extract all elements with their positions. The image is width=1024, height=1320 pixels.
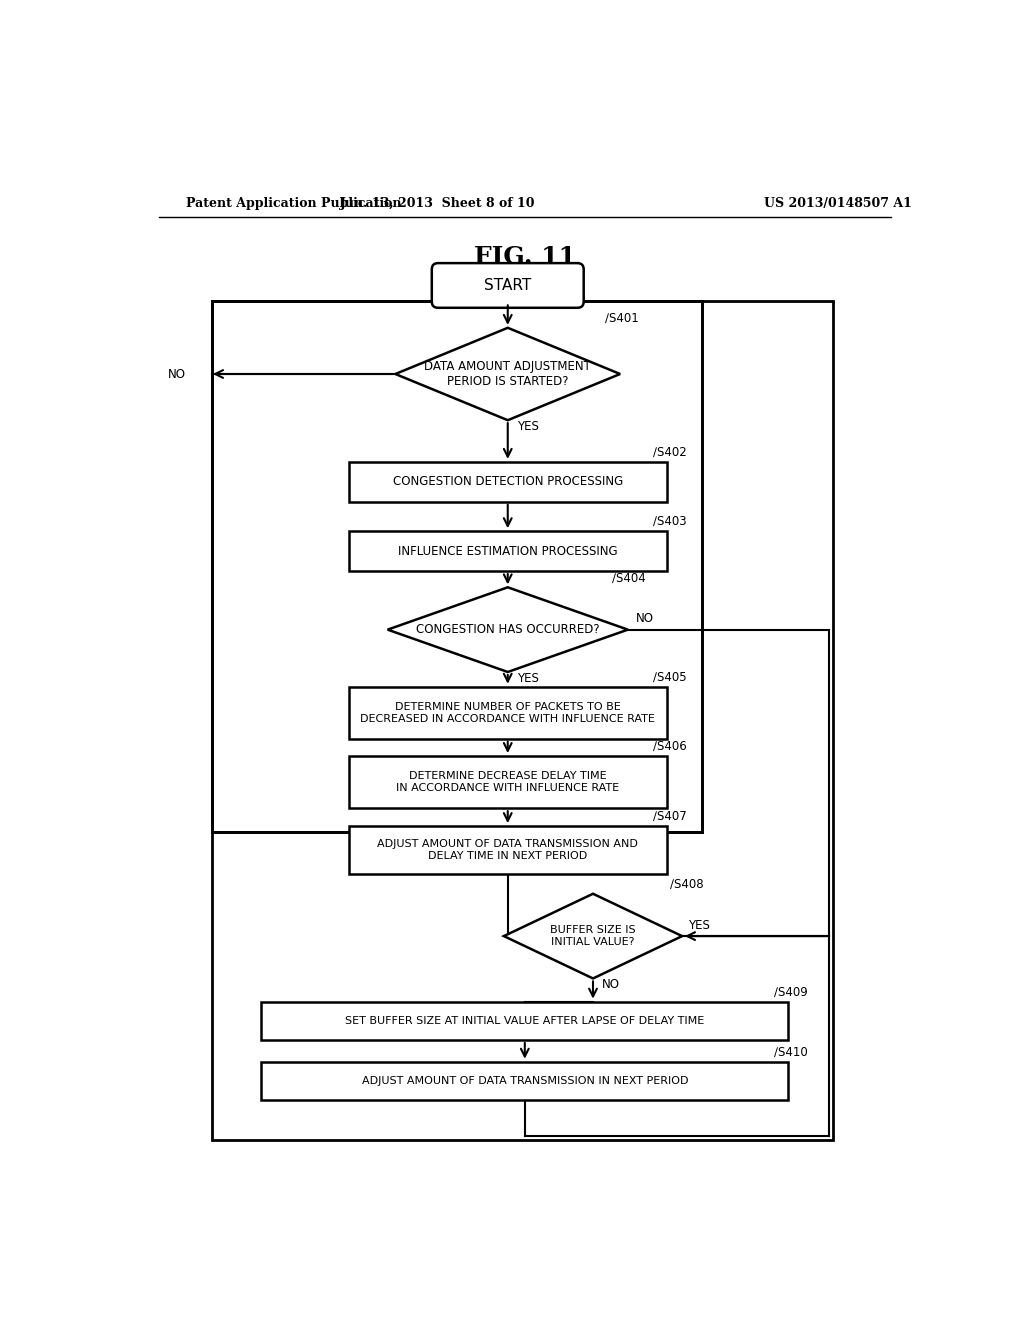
Text: ADJUST AMOUNT OF DATA TRANSMISSION IN NEXT PERIOD: ADJUST AMOUNT OF DATA TRANSMISSION IN NE… xyxy=(361,1076,688,1086)
Text: ∕S404: ∕S404 xyxy=(612,572,646,585)
Polygon shape xyxy=(504,894,682,978)
Text: ∕S408: ∕S408 xyxy=(671,878,705,891)
Text: Jun. 13, 2013  Sheet 8 of 10: Jun. 13, 2013 Sheet 8 of 10 xyxy=(340,197,536,210)
Polygon shape xyxy=(388,587,628,672)
Bar xyxy=(212,301,701,832)
Text: YES: YES xyxy=(517,672,539,685)
Text: CONGESTION HAS OCCURRED?: CONGESTION HAS OCCURRED? xyxy=(416,623,600,636)
Text: CONGESTION DETECTION PROCESSING: CONGESTION DETECTION PROCESSING xyxy=(392,475,623,488)
Bar xyxy=(349,686,667,739)
Bar xyxy=(349,462,667,502)
Bar xyxy=(261,1002,788,1040)
Bar xyxy=(212,301,701,832)
Text: Patent Application Publication: Patent Application Publication xyxy=(186,197,401,210)
Text: ∕S403: ∕S403 xyxy=(652,515,686,528)
Text: NO: NO xyxy=(602,978,621,991)
Text: ADJUST AMOUNT OF DATA TRANSMISSION AND
DELAY TIME IN NEXT PERIOD: ADJUST AMOUNT OF DATA TRANSMISSION AND D… xyxy=(377,840,638,861)
Text: NO: NO xyxy=(636,612,653,626)
Text: ∕S407: ∕S407 xyxy=(652,810,686,824)
Polygon shape xyxy=(395,327,621,420)
Text: ∕S406: ∕S406 xyxy=(652,741,686,754)
Text: SET BUFFER SIZE AT INITIAL VALUE AFTER LAPSE OF DELAY TIME: SET BUFFER SIZE AT INITIAL VALUE AFTER L… xyxy=(345,1016,705,1026)
Bar xyxy=(212,301,834,1140)
Text: ∕S409: ∕S409 xyxy=(774,986,808,999)
Text: DATA AMOUNT ADJUSTMENT
PERIOD IS STARTED?: DATA AMOUNT ADJUSTMENT PERIOD IS STARTED… xyxy=(424,360,591,388)
Bar xyxy=(349,756,667,808)
Text: FIG. 11: FIG. 11 xyxy=(474,246,575,269)
Text: US 2013/0148507 A1: US 2013/0148507 A1 xyxy=(764,197,911,210)
Text: ∕S405: ∕S405 xyxy=(652,671,686,684)
Text: BUFFER SIZE IS
INITIAL VALUE?: BUFFER SIZE IS INITIAL VALUE? xyxy=(550,925,636,946)
Text: ∕S401: ∕S401 xyxy=(604,312,638,325)
Text: DETERMINE NUMBER OF PACKETS TO BE
DECREASED IN ACCORDANCE WITH INFLUENCE RATE: DETERMINE NUMBER OF PACKETS TO BE DECREA… xyxy=(360,702,655,723)
Text: DETERMINE DECREASE DELAY TIME
IN ACCORDANCE WITH INFLUENCE RATE: DETERMINE DECREASE DELAY TIME IN ACCORDA… xyxy=(396,771,620,793)
Text: START: START xyxy=(484,279,531,293)
Text: ∕S410: ∕S410 xyxy=(774,1045,808,1059)
FancyBboxPatch shape xyxy=(432,263,584,308)
Text: YES: YES xyxy=(517,420,539,433)
Bar xyxy=(261,1061,788,1100)
Text: ∕S402: ∕S402 xyxy=(652,446,686,459)
Text: INFLUENCE ESTIMATION PROCESSING: INFLUENCE ESTIMATION PROCESSING xyxy=(398,545,617,557)
Bar xyxy=(349,531,667,572)
Text: NO: NO xyxy=(168,367,185,380)
Bar xyxy=(349,826,667,874)
Text: YES: YES xyxy=(688,919,711,932)
